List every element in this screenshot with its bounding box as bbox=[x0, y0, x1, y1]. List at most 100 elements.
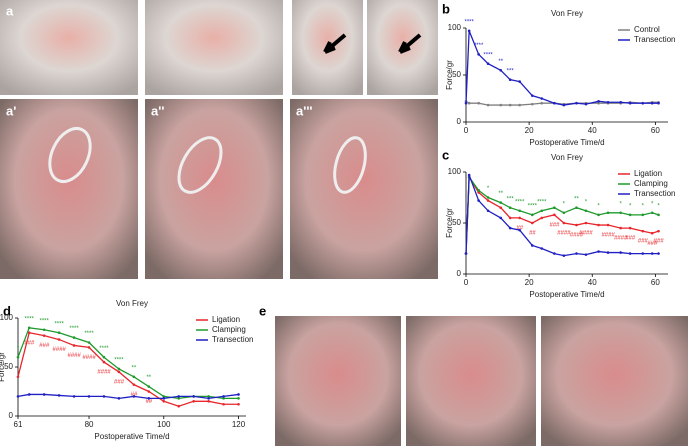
significance-label: * bbox=[487, 186, 490, 192]
photo bbox=[145, 99, 283, 279]
data-point bbox=[117, 397, 121, 400]
significance-label: **** bbox=[25, 316, 35, 322]
data-point bbox=[553, 213, 556, 217]
data-point bbox=[477, 191, 480, 194]
significance-label: ### bbox=[39, 343, 50, 349]
data-point bbox=[562, 221, 566, 225]
highlight-ellipse bbox=[48, 127, 92, 183]
data-point bbox=[486, 196, 490, 199]
data-point bbox=[562, 103, 566, 107]
data-point bbox=[657, 229, 660, 233]
data-point bbox=[530, 244, 534, 247]
significance-label: ** bbox=[146, 375, 151, 381]
data-point bbox=[42, 334, 46, 337]
data-point bbox=[584, 209, 588, 213]
significance-label: * bbox=[597, 203, 600, 209]
data-point bbox=[540, 97, 544, 100]
data-point bbox=[192, 400, 195, 403]
series-line bbox=[17, 331, 239, 407]
data-point bbox=[657, 252, 660, 255]
data-point bbox=[597, 223, 600, 227]
photo bbox=[406, 316, 536, 446]
significance-label: ### bbox=[647, 241, 658, 247]
significance-label: **** bbox=[114, 358, 124, 364]
panel-label: c bbox=[442, 147, 449, 162]
data-point bbox=[27, 393, 31, 396]
x-tick-label: 20 bbox=[525, 126, 534, 135]
data-point bbox=[102, 355, 106, 359]
significance-label: #### bbox=[557, 231, 571, 237]
data-point bbox=[162, 397, 166, 400]
data-point bbox=[237, 397, 240, 400]
data-point bbox=[102, 395, 106, 398]
panel-label: e bbox=[259, 303, 266, 318]
arrow bbox=[398, 33, 422, 54]
data-point bbox=[553, 206, 556, 209]
data-point bbox=[628, 101, 632, 105]
legend-label: Control bbox=[634, 25, 660, 34]
data-point bbox=[72, 344, 76, 347]
significance-label: ### bbox=[625, 236, 636, 242]
data-point bbox=[499, 206, 503, 209]
data-point bbox=[530, 102, 534, 106]
legend-label: Transection bbox=[212, 335, 254, 344]
data-point bbox=[606, 251, 610, 254]
data-point bbox=[467, 173, 471, 177]
data-point bbox=[518, 228, 521, 232]
data-point bbox=[477, 189, 480, 192]
data-point bbox=[16, 395, 20, 398]
data-point bbox=[530, 213, 534, 217]
panel-label: a bbox=[6, 3, 14, 18]
significance-label: * bbox=[651, 201, 654, 207]
data-point bbox=[117, 370, 121, 374]
data-point bbox=[628, 213, 632, 217]
photo bbox=[290, 99, 438, 279]
data-point bbox=[584, 253, 588, 256]
significance-label: #### bbox=[52, 347, 66, 353]
highlight-ellipse bbox=[177, 136, 223, 194]
data-point bbox=[575, 223, 578, 227]
data-point bbox=[650, 101, 654, 105]
data-point bbox=[147, 390, 151, 393]
data-point bbox=[597, 250, 600, 253]
data-point bbox=[467, 101, 471, 105]
data-point bbox=[207, 395, 210, 398]
data-point bbox=[499, 103, 503, 107]
significance-label: ## bbox=[145, 399, 152, 405]
y-tick-label: 50 bbox=[452, 218, 461, 227]
x-tick-label: 40 bbox=[588, 278, 597, 287]
data-point bbox=[518, 209, 521, 213]
significance-label: * bbox=[563, 201, 566, 207]
data-point bbox=[508, 78, 512, 81]
data-point bbox=[575, 206, 578, 209]
photo bbox=[0, 0, 138, 95]
significance-label: **** bbox=[515, 199, 525, 205]
data-point bbox=[553, 101, 556, 105]
data-point bbox=[486, 62, 490, 66]
y-tick-label: 100 bbox=[448, 167, 462, 176]
data-point bbox=[464, 101, 468, 105]
y-tick-label: 50 bbox=[4, 362, 13, 371]
legend-label: Transection bbox=[634, 189, 676, 198]
data-point bbox=[477, 199, 480, 202]
data-point bbox=[464, 252, 468, 255]
data-point bbox=[518, 216, 521, 220]
significance-label: ** bbox=[498, 59, 503, 65]
data-point bbox=[192, 395, 195, 398]
significance-label: #### bbox=[579, 231, 593, 237]
data-point bbox=[575, 101, 578, 105]
series-line bbox=[465, 175, 659, 254]
x-tick-label: 60 bbox=[651, 126, 660, 135]
data-point bbox=[42, 328, 46, 332]
series-line bbox=[465, 174, 659, 254]
data-point bbox=[508, 103, 512, 107]
data-point bbox=[499, 201, 503, 204]
y-tick-label: 0 bbox=[9, 411, 14, 420]
data-point bbox=[16, 375, 20, 379]
data-point bbox=[499, 69, 503, 72]
data-point bbox=[162, 395, 166, 398]
data-point bbox=[597, 100, 600, 103]
data-point bbox=[177, 404, 181, 408]
data-point bbox=[72, 336, 76, 339]
